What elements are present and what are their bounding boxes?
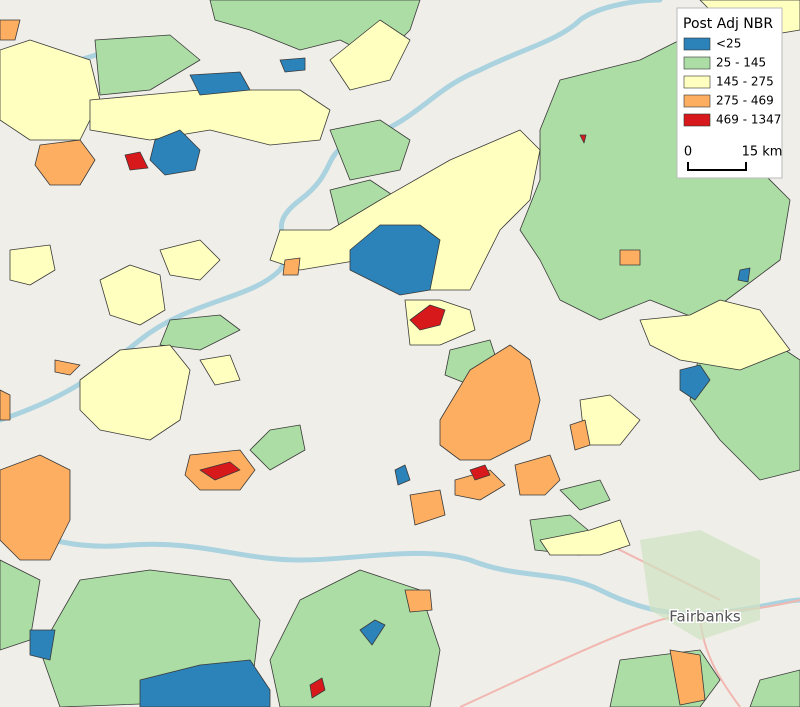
legend-box: [676, 7, 783, 179]
burn-area: [394, 464, 411, 486]
burn-area: [29, 629, 56, 661]
burn-area: [579, 134, 587, 144]
burn-area: [679, 364, 711, 401]
river: [0, 0, 663, 423]
burn-area: [99, 264, 166, 326]
burn-area: [282, 257, 301, 276]
place-label: Fairbanks: [669, 608, 741, 626]
burn-area: [0, 454, 71, 561]
legend-label: 275 - 469: [716, 94, 774, 108]
burn-area: [34, 139, 96, 186]
legend-label: 25 - 145: [716, 56, 766, 70]
burn-area: [0, 19, 21, 41]
burn-area: [749, 669, 800, 707]
burn-area: [159, 239, 221, 281]
legend-items: <25 25 - 145 145 - 275 275 - 469 469 - 1347: [683, 37, 781, 127]
burn-area: [54, 359, 81, 376]
burn-area: [94, 34, 201, 96]
burn-area: [249, 424, 306, 471]
burn-area: [0, 389, 11, 421]
burn-area: [409, 489, 446, 526]
burn-area: [189, 71, 251, 96]
burn-area: [619, 249, 641, 266]
burn-area: [79, 344, 191, 441]
burn-area: [559, 479, 611, 511]
burn-area: [404, 589, 433, 613]
scale-end: 15 km: [742, 145, 783, 160]
burn-area: [469, 464, 491, 481]
legend-swatch: [683, 94, 711, 108]
burn-area: [9, 244, 56, 286]
legend-label: <25: [716, 37, 741, 51]
burn-area: [669, 649, 706, 706]
burn-area: [439, 344, 541, 461]
scale-bar: [687, 162, 747, 171]
burn-area: [329, 119, 411, 181]
legend-swatch: [683, 75, 711, 89]
burn-area: [539, 519, 631, 556]
burn-area: [309, 677, 326, 699]
legend: Post Adj NBR <25 25 - 145 145 - 275 275 - 4…: [676, 7, 783, 179]
legend-title: Post Adj NBR: [683, 16, 773, 32]
burn-area: [149, 129, 201, 176]
burn-area: [409, 304, 446, 331]
burn-area: [514, 454, 561, 496]
burn-area: [279, 57, 306, 73]
legend-swatch: [683, 37, 711, 51]
burn-area: [269, 569, 441, 707]
burn-area: [269, 129, 541, 291]
burn-area: [349, 224, 441, 296]
burn-area: [124, 151, 149, 171]
burn-area: [329, 19, 411, 91]
scale-start: 0: [684, 145, 692, 160]
legend-label: 145 - 275: [716, 75, 774, 89]
burn-area: [159, 314, 241, 351]
burn-area: [359, 619, 386, 646]
burn-area: [199, 354, 241, 386]
burn-area: [737, 267, 751, 283]
burn-area: [569, 419, 591, 451]
urban-patch: [640, 530, 760, 640]
burn-area: [199, 461, 241, 481]
legend-swatch: [683, 56, 711, 70]
legend-swatch: [683, 113, 711, 127]
urban-area: [640, 530, 760, 640]
burn-area: [139, 659, 271, 707]
burn-area: [639, 299, 791, 371]
legend-label: 469 - 1347: [716, 113, 781, 127]
